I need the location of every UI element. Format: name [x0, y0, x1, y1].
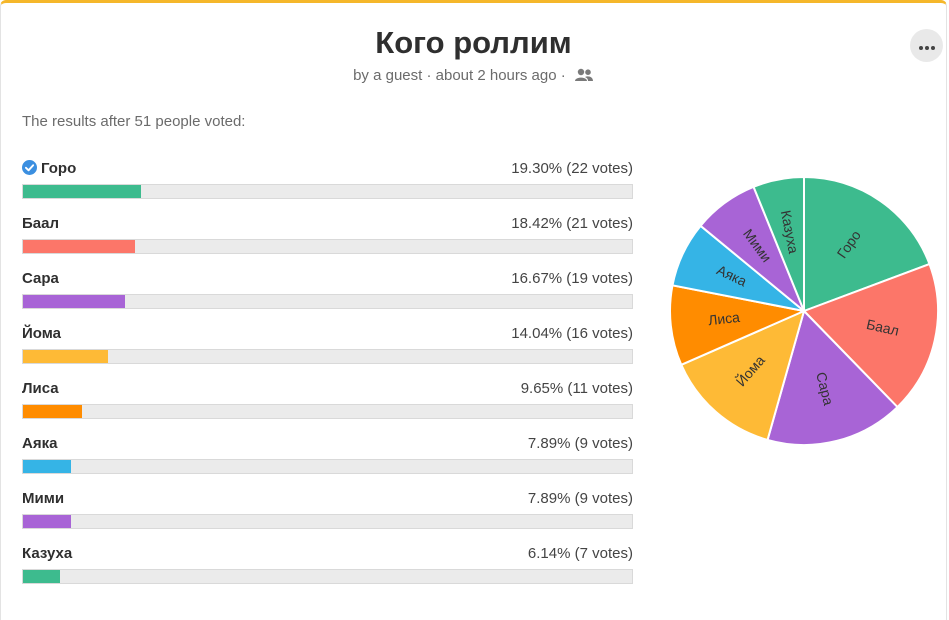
option-label: Мими — [22, 490, 65, 507]
result-row: Баал 18.42% (21 votes) — [22, 213, 633, 268]
option-votes: (11 votes) — [567, 380, 633, 397]
result-bar-track — [22, 514, 633, 529]
option-name: Мими — [22, 490, 64, 507]
result-bar-track — [22, 239, 633, 254]
check-circle-icon — [22, 160, 37, 179]
option-stat: 7.89% (9 votes) — [528, 435, 633, 452]
option-stat: 18.42% (21 votes) — [511, 215, 633, 232]
option-votes: (9 votes) — [574, 490, 633, 507]
pie-slice-label: Лиса — [707, 309, 741, 328]
results-summary: The results after 51 people voted: — [22, 113, 246, 130]
option-stat: 16.67% (19 votes) — [511, 270, 633, 287]
option-percent: 7.89% — [527, 490, 571, 507]
option-stat: 6.14% (7 votes) — [528, 545, 633, 562]
result-row: Йома 14.04% (16 votes) — [22, 323, 633, 378]
option-votes: (19 votes) — [566, 270, 633, 287]
result-bar-track — [22, 459, 633, 474]
result-row: Аяка 7.89% (9 votes) — [22, 433, 633, 488]
result-bar-fill — [23, 570, 61, 583]
more-dots-icon — [918, 37, 935, 55]
result-row-header: Горо 19.30% (22 votes) — [22, 160, 633, 180]
option-stat: 9.65% (11 votes) — [521, 380, 633, 397]
option-votes: (22 votes) — [566, 160, 633, 177]
result-row: Мими 7.89% (9 votes) — [22, 488, 633, 543]
pie-slice — [752, 175, 805, 312]
option-percent: 19.30% — [511, 160, 563, 177]
option-label: Йома — [22, 325, 61, 342]
result-row: Казуха 6.14% (7 votes) — [22, 543, 633, 598]
result-bar-track — [22, 294, 633, 309]
result-bar-fill — [23, 515, 72, 528]
result-bar-track — [22, 569, 633, 584]
result-bar-fill — [23, 350, 109, 363]
result-bar-fill — [23, 460, 72, 473]
option-percent: 14.04% — [511, 325, 563, 342]
option-votes: (16 votes) — [566, 325, 633, 342]
result-bar-track — [22, 349, 633, 364]
result-bar-fill — [23, 185, 141, 198]
result-row-header: Аяка 7.89% (9 votes) — [22, 435, 633, 455]
option-percent: 18.42% — [511, 215, 563, 232]
option-name: Лиса — [22, 380, 59, 397]
result-row-header: Лиса 9.65% (11 votes) — [22, 380, 633, 400]
result-row: Сара 16.67% (19 votes) — [22, 268, 633, 323]
result-row-header: Йома 14.04% (16 votes) — [22, 325, 633, 345]
option-percent: 6.14% — [527, 545, 571, 562]
pie-slice — [802, 262, 939, 409]
result-row-header: Мими 7.89% (9 votes) — [22, 490, 633, 510]
option-name: Казуха — [22, 545, 72, 562]
option-label: Аяка — [22, 435, 58, 452]
more-options-button[interactable] — [910, 29, 943, 62]
option-label: Лиса — [22, 380, 59, 397]
option-percent: 16.67% — [511, 270, 563, 287]
result-bar-track — [22, 184, 633, 199]
poll-meta: by a guest · about 2 hours ago · — [1, 67, 946, 86]
poll-meta-text: by a guest · about 2 hours ago · — [353, 67, 566, 84]
option-name: Горо — [22, 160, 76, 179]
option-votes: (7 votes) — [574, 545, 633, 562]
result-row-header: Баал 18.42% (21 votes) — [22, 215, 633, 235]
result-bar-fill — [23, 405, 82, 418]
result-bar-track — [22, 404, 633, 419]
option-name: Аяка — [22, 435, 57, 452]
option-percent: 7.89% — [527, 435, 571, 452]
pie-chart: Горо Баал Сара Йома Лиса Аяка Мими Казуха — [666, 173, 942, 449]
option-votes: (21 votes) — [566, 215, 633, 232]
pie-slice — [679, 309, 806, 442]
people-icon — [574, 68, 594, 86]
pie-slice-label: Баал — [865, 316, 901, 339]
option-label: Баал — [22, 215, 59, 232]
option-name: Сара — [22, 270, 59, 287]
option-label: Горо — [41, 160, 77, 177]
option-stat: 7.89% (9 votes) — [528, 490, 633, 507]
pie-slice — [803, 175, 931, 313]
result-row: Горо 19.30% (22 votes) — [22, 158, 633, 213]
result-bar-fill — [23, 295, 125, 308]
option-stat: 14.04% (16 votes) — [511, 325, 633, 342]
pie-slice — [766, 309, 899, 446]
option-name: Баал — [22, 215, 59, 232]
poll-title: Кого роллим — [375, 25, 572, 60]
option-label: Казуха — [22, 545, 73, 562]
option-name: Йома — [22, 325, 61, 342]
results-list: Горо 19.30% (22 votes) Баал 18.42% (21 v… — [22, 158, 633, 598]
result-bar-fill — [23, 240, 136, 253]
result-row-header: Сара 16.67% (19 votes) — [22, 270, 633, 290]
option-votes: (9 votes) — [574, 435, 633, 452]
result-row-header: Казуха 6.14% (7 votes) — [22, 545, 633, 565]
option-percent: 9.65% — [520, 380, 564, 397]
option-label: Сара — [22, 270, 59, 287]
option-stat: 19.30% (22 votes) — [511, 160, 633, 177]
result-row: Лиса 9.65% (11 votes) — [22, 378, 633, 433]
